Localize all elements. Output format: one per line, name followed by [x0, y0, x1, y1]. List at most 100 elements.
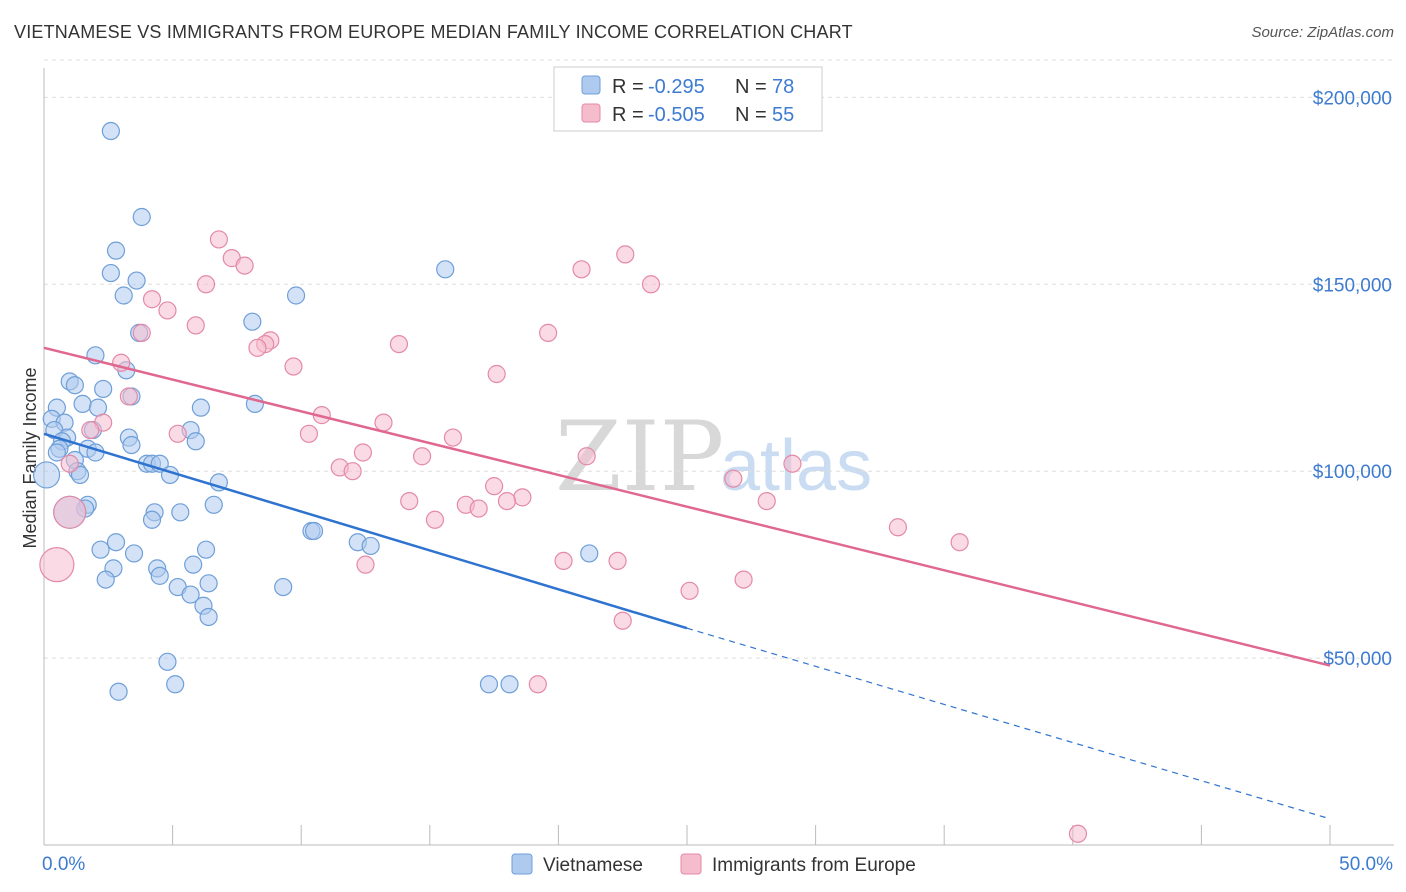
- europe-point: [554, 551, 573, 571]
- europe-point: [616, 245, 635, 264]
- europe-point: [577, 447, 596, 466]
- vietnamese-point: [142, 510, 162, 529]
- europe-point: [783, 454, 802, 473]
- vietnamese-point: [127, 271, 146, 290]
- series-swatch-vietnamese: [511, 853, 533, 875]
- vietnamese-point: [166, 675, 185, 694]
- series-label-europe: Immigrants from Europe: [712, 855, 916, 876]
- y-tick-labels: $50,000 $100,000 $150,000 $200,000: [1313, 88, 1392, 670]
- europe-point: [724, 469, 743, 488]
- series-legend: Vietnamese Immigrants from Europe: [511, 853, 916, 876]
- vietnamese-point: [96, 570, 115, 589]
- vietnamese-point: [73, 394, 92, 414]
- europe-point: [196, 275, 216, 294]
- vietnamese-point: [304, 521, 324, 541]
- europe-point: [158, 301, 177, 320]
- vietnamese-point: [106, 533, 126, 552]
- europe-point: [950, 533, 969, 552]
- y-tick-label: $150,000: [1313, 275, 1392, 296]
- vietnamese-point: [47, 443, 66, 462]
- vietnamese-point: [500, 675, 519, 694]
- vietnamese-point: [32, 461, 61, 489]
- vietnamese-point: [106, 241, 126, 260]
- europe-point: [389, 334, 409, 354]
- europe-point: [613, 611, 632, 630]
- vietnamese-point: [361, 536, 380, 556]
- europe-point: [39, 547, 75, 583]
- legend-swatch-blue: [581, 75, 601, 95]
- europe-point: [641, 275, 661, 294]
- trend-lines: [43, 346, 1331, 820]
- europe-point: [528, 675, 547, 694]
- vietnamese-point: [181, 585, 200, 604]
- y-axis-title: Median Family Income: [20, 367, 40, 548]
- vietnamese-point: [132, 207, 151, 227]
- europe-point: [888, 518, 908, 537]
- vietnamese-point: [199, 574, 218, 593]
- europe-point: [209, 230, 228, 249]
- vietnamese-point: [196, 540, 216, 559]
- vietnamese-point: [94, 379, 113, 399]
- vietnamese-trend-line: [43, 432, 688, 630]
- correlation-legend: R = -0.295 N = 78 R = -0.505 N = 55: [553, 66, 823, 132]
- vietnamese-point: [479, 675, 499, 694]
- legend-swatch-pink: [581, 103, 601, 123]
- vietnamese-point: [184, 555, 203, 574]
- europe-point: [356, 555, 375, 574]
- x-tick-label: 50.0%: [1339, 854, 1393, 875]
- europe-point: [81, 420, 100, 440]
- legend-r-label-pink: R =: [612, 104, 644, 126]
- y-tick-label: $50,000: [1323, 649, 1392, 670]
- europe-point: [1068, 824, 1088, 843]
- europe-point: [757, 491, 776, 511]
- vietnamese-point: [158, 652, 177, 671]
- europe-trend-line: [43, 346, 1331, 667]
- vietnamese-trend-extension: [686, 627, 1331, 820]
- vietnamese-point: [150, 566, 169, 585]
- source-note: Source: ZipAtlas.com: [1251, 24, 1394, 41]
- europe-point: [343, 462, 362, 481]
- vietnamese-point: [436, 260, 455, 279]
- vietnamese-point: [124, 544, 144, 563]
- europe-point: [539, 323, 558, 342]
- vietnamese-point: [204, 495, 223, 514]
- vietnamese-point: [101, 121, 120, 141]
- legend-n-value-pink: 55: [772, 104, 794, 126]
- europe-point: [400, 491, 419, 511]
- europe-point: [119, 387, 138, 406]
- europe-point: [513, 488, 532, 507]
- europe-point: [284, 357, 303, 376]
- chart-title: VIETNAMESE VS IMMIGRANTS FROM EUROPE MED…: [14, 22, 853, 42]
- vietnamese-point: [114, 286, 133, 305]
- europe-point: [132, 323, 151, 342]
- vietnamese-point: [191, 398, 210, 417]
- legend-r-value-pink: -0.505: [648, 104, 705, 126]
- legend-r-value-blue: -0.295: [648, 76, 705, 98]
- series-swatch-europe: [680, 853, 702, 875]
- europe-point: [299, 424, 319, 443]
- europe-point: [235, 256, 254, 275]
- europe-point: [353, 443, 373, 462]
- europe-point: [487, 364, 506, 384]
- vietnamese-point: [274, 577, 293, 597]
- x-tick-labels: 0.0% 50.0%: [42, 854, 1393, 875]
- vietnamese-point: [70, 465, 90, 485]
- legend-n-label-pink: N =: [735, 104, 767, 126]
- y-tick-label: $200,000: [1313, 88, 1392, 109]
- europe-point: [680, 581, 699, 600]
- europe-point: [497, 491, 517, 511]
- europe-point: [186, 316, 205, 335]
- europe-point: [60, 454, 79, 473]
- europe-point: [425, 510, 445, 529]
- vietnamese-point: [101, 263, 120, 283]
- vietnamese-point: [65, 376, 84, 395]
- europe-point: [469, 499, 488, 518]
- europe-point: [485, 477, 504, 496]
- europe-point: [572, 260, 591, 279]
- europe-point: [734, 570, 753, 589]
- vietnamese-point: [186, 432, 205, 451]
- europe-point: [412, 447, 432, 466]
- legend-n-label-blue: N =: [735, 76, 767, 98]
- y-tick-label: $100,000: [1313, 462, 1392, 483]
